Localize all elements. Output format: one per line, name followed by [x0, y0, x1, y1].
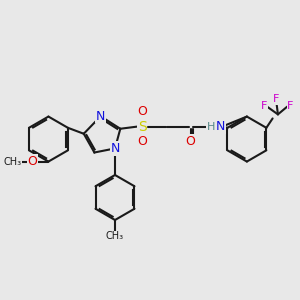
Text: N: N [96, 110, 105, 123]
Text: F: F [261, 101, 267, 111]
Text: N: N [216, 120, 225, 133]
Text: O: O [27, 155, 37, 168]
Text: F: F [287, 101, 294, 111]
Text: F: F [273, 94, 280, 104]
Text: CH₃: CH₃ [4, 157, 22, 166]
Text: CH₃: CH₃ [106, 231, 124, 241]
Text: N: N [110, 142, 120, 155]
Text: S: S [138, 120, 147, 134]
Text: O: O [137, 135, 147, 148]
Text: O: O [137, 105, 147, 119]
Text: H: H [207, 122, 215, 132]
Text: O: O [186, 135, 196, 148]
